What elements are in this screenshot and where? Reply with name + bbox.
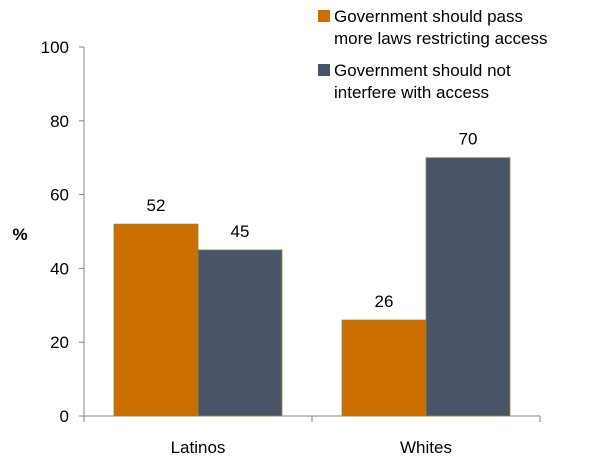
y-tick-label: 0 [60,407,69,426]
bar-whites-series-2 [425,157,511,417]
y-tick-label: 80 [50,112,69,131]
y-tick-label: 100 [41,38,69,57]
bar-latinos-series-2 [197,249,283,417]
legend-label-restrict: Government should pass more laws restric… [334,6,596,50]
bar-latinos-series-1 [113,223,199,417]
x-tick-label: Latinos [171,438,226,457]
bar-whites-series-1 [341,319,427,417]
data-label: 26 [375,292,394,311]
x-tick-label: Whites [400,438,452,457]
chart-axes: 0 20 40 60 80 100% [12,38,541,426]
y-tick-label: 20 [50,333,69,352]
legend-swatch-no-interfere [318,64,330,76]
legend-label-no-interfere-line1: Government should not [334,61,511,80]
chart-bars [113,157,511,417]
chart-labels: 52 45 Latinos 26 70 Whites [147,130,478,457]
y-tick-label: 40 [50,259,69,278]
data-label: 52 [147,196,166,215]
data-label: 45 [231,222,250,241]
legend-label-no-interfere-line2: interfere with access [334,83,489,102]
legend-label-restrict-line1: Government should pass [334,7,523,26]
y-tick-label: 60 [50,186,69,205]
y-axis-label: % [12,225,27,244]
legend-label-restrict-line2: more laws restricting access [334,29,548,48]
legend-swatch-restrict [318,10,330,22]
legend-label-no-interfere: Government should not interfere with acc… [334,60,596,104]
data-label: 70 [459,130,478,149]
